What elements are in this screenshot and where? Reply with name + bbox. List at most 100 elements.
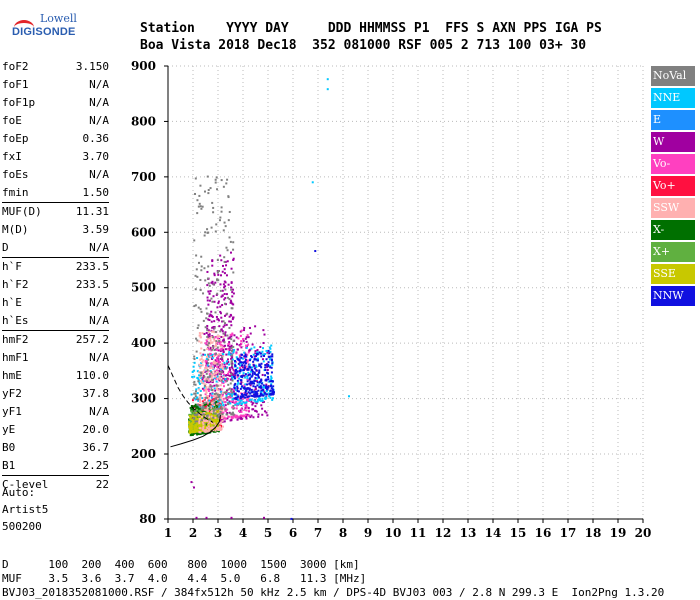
echo-point: [258, 399, 261, 402]
echo-point: [264, 398, 267, 401]
mode-legend: NoVal NNE E W Vo- Vo+ SSW X- X+ SSE NNW: [651, 66, 695, 308]
echo-point: [189, 406, 192, 409]
echo-point: [229, 402, 232, 405]
echo-point: [227, 370, 230, 373]
echo-point: [214, 359, 217, 362]
param-separator: [2, 202, 109, 203]
echo-point: [226, 408, 229, 411]
echo-point: [250, 355, 253, 358]
echo-point: [224, 410, 227, 413]
echo-point: [239, 357, 242, 360]
echo-point: [225, 293, 228, 296]
echo-point: [255, 380, 258, 383]
echo-point: [214, 362, 217, 365]
echo-point: [196, 339, 199, 342]
echo-point: [231, 373, 234, 376]
echo-point: [242, 401, 245, 404]
echo-point: [230, 357, 233, 360]
param-row: foEp 0.36: [2, 130, 109, 148]
echo-point: [255, 410, 258, 413]
echo-point: [230, 344, 233, 347]
echo-point: [203, 405, 206, 408]
echo-point: [222, 338, 225, 341]
echo-point: [220, 370, 223, 373]
echo-point: [228, 396, 231, 399]
echo-point: [201, 381, 204, 384]
echo-point: [264, 353, 267, 356]
echo-point: [211, 300, 214, 303]
echo-point: [269, 347, 272, 350]
echo-point: [219, 312, 222, 315]
echo-point: [213, 331, 216, 334]
echo-point: [261, 373, 264, 376]
param-row: M(D) 3.59: [2, 221, 109, 239]
x-tick-label: 16: [535, 526, 552, 540]
echo-point: [223, 332, 226, 335]
echo-point: [193, 383, 196, 386]
param-value: N/A: [89, 241, 109, 254]
echo-point: [224, 417, 227, 420]
echo-point: [230, 400, 233, 403]
echo-point: [198, 422, 201, 425]
echo-point: [223, 260, 226, 263]
echo-point: [196, 420, 199, 423]
echo-point: [205, 307, 208, 310]
echo-point: [189, 423, 192, 426]
echo-point: [230, 281, 233, 284]
echo-point: [231, 406, 234, 409]
param-value: 3.59: [82, 223, 110, 236]
echo-point: [210, 403, 213, 406]
echo-point: [191, 399, 194, 402]
echo-point: [267, 386, 270, 389]
echo-point: [218, 417, 221, 420]
echo-point: [229, 382, 232, 385]
echo-point: [227, 196, 230, 199]
echo-point: [223, 256, 226, 259]
echo-point: [202, 404, 205, 407]
echo-point: [203, 398, 206, 401]
legend-item-x-: X+: [651, 242, 695, 262]
echo-point: [254, 385, 257, 388]
echo-point: [226, 417, 229, 420]
echo-point: [198, 426, 201, 429]
echo-point: [244, 367, 247, 370]
echo-point: [196, 417, 199, 420]
echo-point: [244, 373, 247, 376]
echo-point: [197, 387, 200, 390]
echo-point: [218, 325, 221, 328]
echo-point: [242, 385, 245, 388]
echo-point: [231, 358, 234, 361]
echo-point: [214, 336, 217, 339]
echo-point: [231, 364, 234, 367]
echo-point: [220, 407, 223, 410]
echo-point: [195, 337, 198, 340]
echo-point: [218, 379, 221, 382]
echo-point: [270, 383, 273, 386]
echo-point: [261, 399, 264, 402]
param-separator: [2, 257, 109, 258]
echo-point: [193, 355, 196, 358]
echo-point: [244, 383, 247, 386]
echo-point: [198, 374, 201, 377]
echo-point: [250, 390, 253, 393]
echo-point: [216, 188, 219, 191]
x-tick-label: 7: [314, 526, 322, 540]
echo-point: [229, 320, 232, 323]
echo-point: [206, 364, 209, 367]
echo-point: [252, 416, 255, 419]
echo-point: [234, 403, 237, 406]
x-tick-label: 17: [560, 526, 577, 540]
echo-point: [212, 416, 215, 419]
echo-point: [247, 397, 250, 400]
echo-point: [232, 345, 235, 348]
echo-point: [225, 246, 228, 249]
echo-point: [190, 409, 193, 412]
echo-point: [240, 402, 243, 405]
echo-point: [211, 348, 214, 351]
echo-point: [225, 392, 228, 395]
echo-point: [268, 395, 271, 398]
echo-point: [215, 404, 218, 407]
param-name: M(D): [2, 223, 29, 236]
param-value: 3.150: [75, 60, 109, 73]
echo-point: [207, 397, 210, 400]
